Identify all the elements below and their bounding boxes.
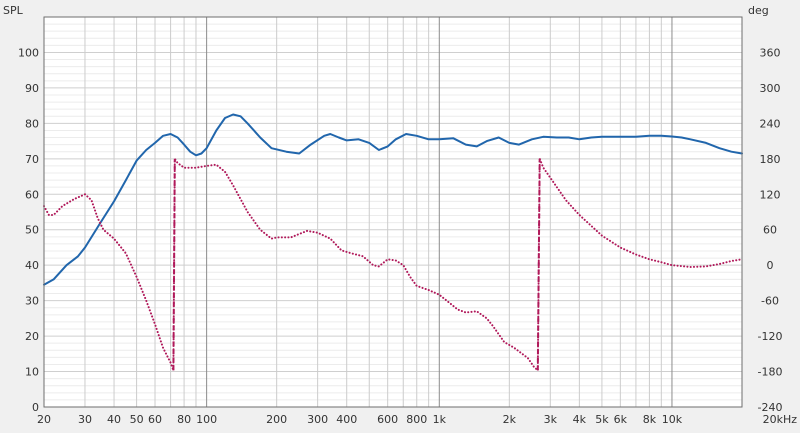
x-tick-label: 2k — [503, 413, 517, 426]
x-tick-label: 60 — [148, 413, 162, 426]
x-tick-label: 5k — [595, 413, 609, 426]
y-right-tick-label: 180 — [760, 153, 781, 166]
x-tick-label: 50 — [130, 413, 144, 426]
grid — [43, 17, 743, 408]
series-line-1 — [43, 157, 743, 372]
x-tick-label: 400 — [336, 413, 357, 426]
x-tick-label: 3k — [544, 413, 558, 426]
x-tick-label: 40 — [107, 413, 121, 426]
series-line-2 — [172, 158, 176, 371]
y-left-tick-label: 0 — [32, 401, 39, 414]
y-left-tick-label: 80 — [25, 117, 39, 130]
y-right-tick-label: -180 — [758, 366, 783, 379]
y-left-tick-label: 20 — [25, 330, 39, 343]
x-tick-label: 200 — [266, 413, 287, 426]
y-left-tick-label: 10 — [25, 366, 39, 379]
y-left-tick-label: 60 — [25, 188, 39, 201]
series-line-3 — [536, 158, 541, 371]
x-tick-label: 1k — [433, 413, 447, 426]
x-tick-label: 4k — [573, 413, 587, 426]
y-axis-left-label: SPL — [3, 4, 24, 17]
x-tick-label: 20kHz — [763, 413, 798, 426]
plot-border — [43, 16, 743, 408]
x-tick-label: 300 — [307, 413, 328, 426]
x-tick-label: 30 — [78, 413, 92, 426]
y-right-tick-label: 240 — [760, 117, 781, 130]
y-left-tick-label: 40 — [25, 259, 39, 272]
x-tick-label: 8k — [643, 413, 657, 426]
y-right-tick-label: 300 — [760, 82, 781, 95]
y-left-tick-label: 70 — [25, 153, 39, 166]
y-right-tick-label: -120 — [758, 330, 783, 343]
y-right-tick-label: 360 — [760, 46, 781, 59]
y-left-tick-label: 50 — [25, 224, 39, 237]
x-tick-label: 10k — [662, 413, 683, 426]
y-right-tick-label: -60 — [761, 295, 779, 308]
x-tick-label: 20 — [37, 413, 51, 426]
y-right-tick-label: 0 — [767, 259, 774, 272]
x-tick-label: 100 — [196, 413, 217, 426]
y-right-tick-label: 120 — [760, 188, 781, 201]
y-right-tick-label: -240 — [758, 401, 783, 414]
y-axis-right-label: deg — [748, 4, 769, 17]
x-tick-label: 600 — [377, 413, 398, 426]
tick-labels: 20 30 40 50 60 80 100 200 300 400 600 800 1k 2k 3k 4k 5k… — [18, 46, 797, 426]
y-left-tick-label: 100 — [18, 46, 39, 59]
plot-area — [44, 17, 742, 407]
y-right-tick-label: 60 — [763, 224, 777, 237]
y-left-tick-label: 30 — [25, 295, 39, 308]
x-tick-label: 80 — [177, 413, 191, 426]
series-group — [43, 113, 743, 372]
x-tick-label: 6k — [614, 413, 628, 426]
series-line-0 — [43, 113, 743, 286]
x-tick-label: 800 — [406, 413, 427, 426]
y-left-tick-label: 90 — [25, 82, 39, 95]
